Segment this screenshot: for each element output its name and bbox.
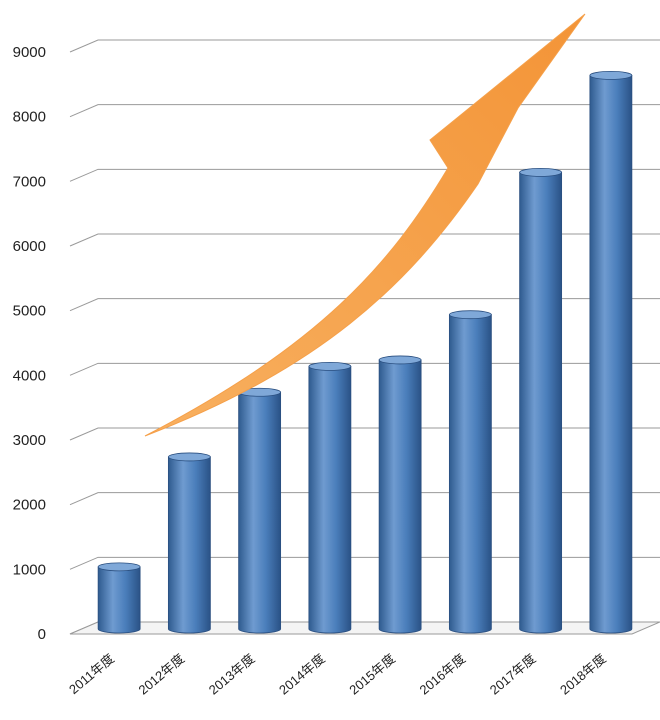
bar bbox=[167, 452, 211, 634]
gridline bbox=[69, 39, 660, 53]
chart-floor bbox=[69, 621, 660, 635]
x-tick-label: 2018年度 bbox=[557, 651, 609, 698]
y-tick-label: 5000 bbox=[13, 303, 46, 320]
bar bbox=[308, 361, 352, 634]
bar-top bbox=[378, 355, 422, 365]
bar-body bbox=[519, 172, 563, 634]
x-tick-label: 2015年度 bbox=[346, 651, 398, 698]
bar-top bbox=[308, 361, 352, 371]
bar-body bbox=[448, 314, 492, 634]
bar-top bbox=[167, 452, 211, 462]
y-tick-label: 3000 bbox=[13, 432, 46, 449]
y-tick-label: 1000 bbox=[13, 561, 46, 578]
y-tick-label: 2000 bbox=[13, 497, 46, 514]
y-tick-label: 8000 bbox=[13, 109, 46, 126]
gridline bbox=[69, 492, 660, 506]
gridline bbox=[69, 362, 660, 376]
bar-body bbox=[308, 366, 352, 634]
bar-top bbox=[589, 71, 633, 80]
gridline bbox=[69, 298, 660, 312]
bar-top bbox=[97, 562, 141, 572]
x-tick-label: 2011年度 bbox=[66, 651, 117, 697]
bar bbox=[238, 387, 282, 634]
bar-body bbox=[589, 75, 633, 634]
bar-body bbox=[238, 391, 282, 634]
bar-top bbox=[448, 310, 492, 320]
bar bbox=[97, 562, 141, 634]
bar-body bbox=[167, 456, 211, 634]
bar bbox=[448, 310, 492, 634]
x-tick-label: 2014年度 bbox=[276, 651, 328, 698]
bar bbox=[378, 355, 422, 634]
x-axis: 2011年度 2012年度 2013年度 2014年度 2015年度 2016年度 2017… bbox=[66, 651, 609, 698]
x-tick-label: 2017年度 bbox=[487, 651, 539, 698]
y-tick-label: 4000 bbox=[13, 367, 46, 384]
gridline bbox=[69, 168, 660, 182]
y-tick-label: 6000 bbox=[13, 238, 46, 255]
x-tick-label: 2016年度 bbox=[417, 651, 469, 698]
gridlines bbox=[69, 39, 660, 635]
bars bbox=[97, 71, 633, 634]
bar-body bbox=[97, 566, 141, 634]
trend-arrow bbox=[144, 13, 586, 437]
y-tick-label: 7000 bbox=[13, 173, 46, 190]
bar bbox=[519, 167, 563, 634]
y-tick-label: 9000 bbox=[13, 44, 46, 61]
y-axis: 0 1000 2000 3000 4000 5000 6000 7000 8000 9000 bbox=[13, 44, 46, 643]
gridline bbox=[69, 104, 660, 118]
x-tick-label: 2012年度 bbox=[136, 651, 188, 698]
bar-body bbox=[378, 359, 422, 634]
gridline bbox=[69, 556, 660, 570]
bar-top bbox=[519, 167, 563, 177]
gridline bbox=[69, 233, 660, 247]
y-tick-label: 0 bbox=[38, 626, 46, 643]
x-tick-label: 2013年度 bbox=[206, 651, 258, 698]
bar bbox=[589, 71, 633, 634]
